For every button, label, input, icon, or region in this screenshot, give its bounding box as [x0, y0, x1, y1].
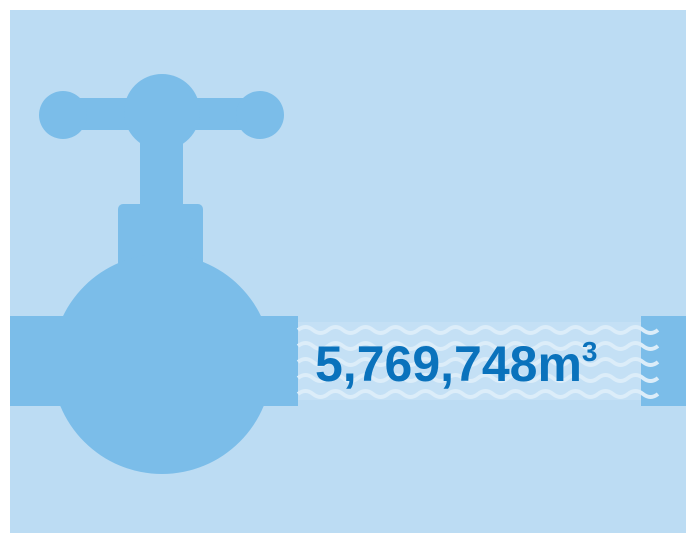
volume-text: 5,769,748m3 [315, 336, 597, 392]
volume-value: 5,769,748 [315, 336, 537, 392]
valve [10, 74, 686, 474]
wave-line [296, 389, 660, 399]
waves [296, 325, 660, 399]
pipe-right [641, 316, 686, 406]
wave-line [296, 325, 660, 335]
volume-unit: m [537, 336, 581, 392]
volume-exponent: 3 [582, 336, 598, 367]
pipe-left [10, 316, 298, 406]
stem [140, 130, 183, 215]
handle-end [236, 91, 284, 139]
handle-end [39, 91, 87, 139]
wave-line [296, 373, 660, 383]
wave-line [296, 341, 660, 351]
wave-line [296, 357, 660, 367]
